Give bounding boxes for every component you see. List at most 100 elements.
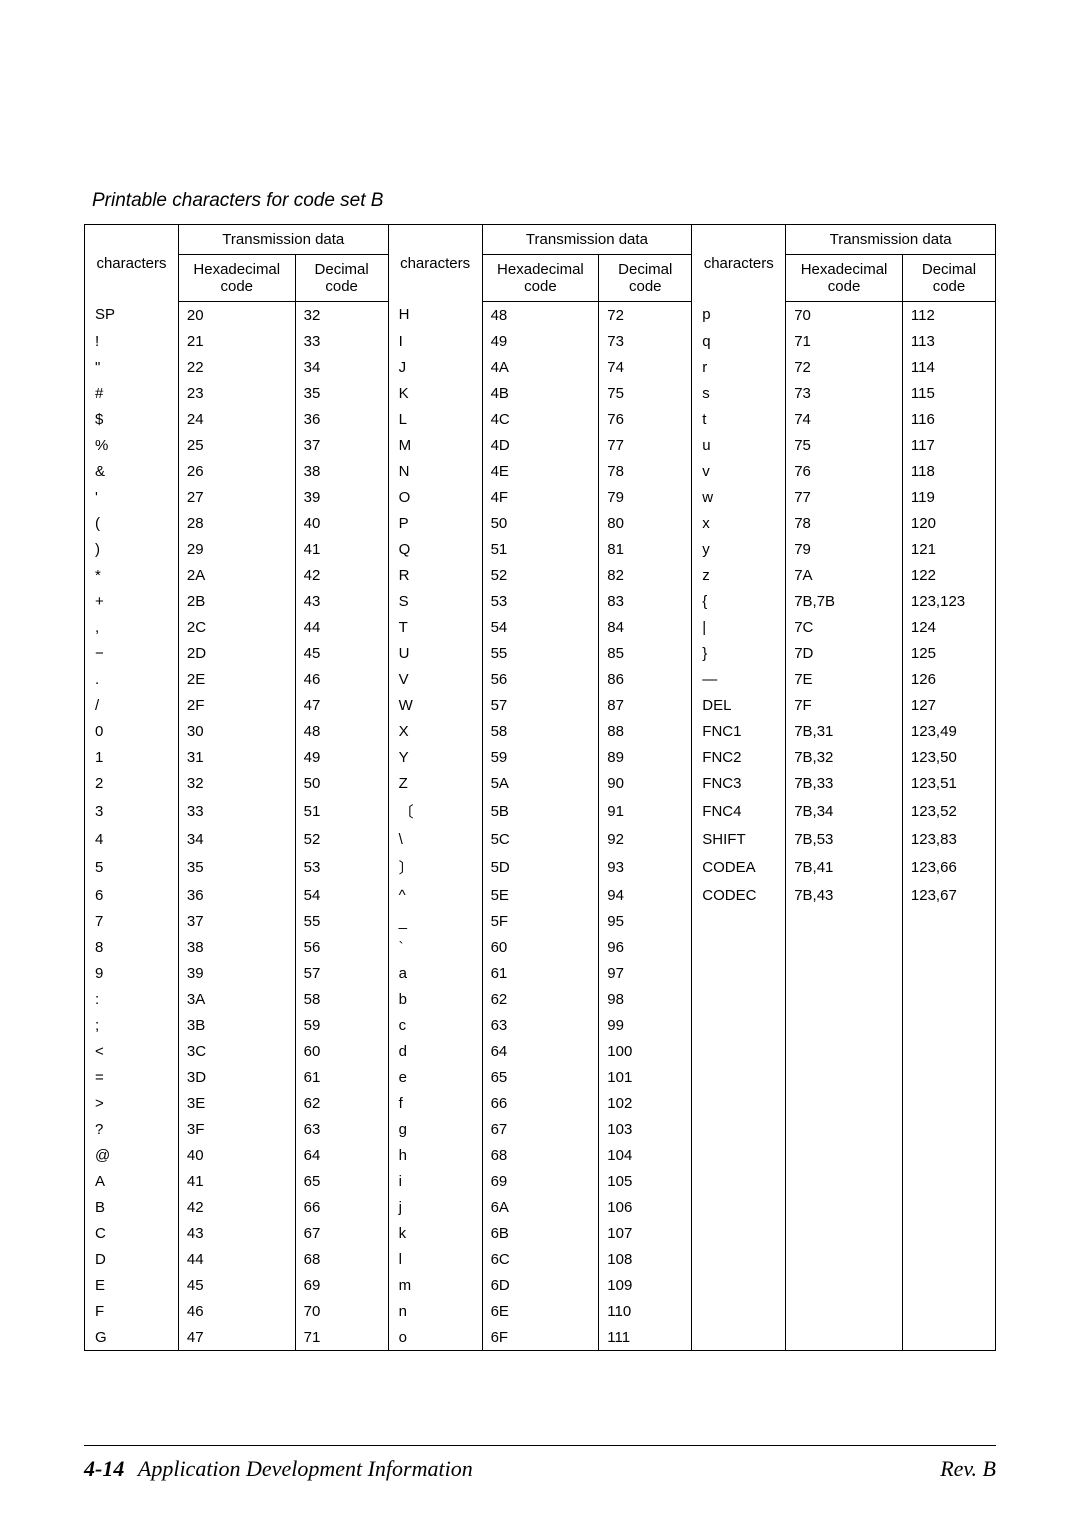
cell: x [692, 510, 786, 536]
cell: S [388, 588, 482, 614]
cell: 48 [295, 718, 388, 744]
table-row: <3C60d64100 [85, 1038, 996, 1064]
cell: 67 [295, 1220, 388, 1246]
cell: 62 [295, 1090, 388, 1116]
cell: 66 [482, 1090, 599, 1116]
cell: t [692, 406, 786, 432]
cell: 4A [482, 354, 599, 380]
cell: 74 [786, 406, 903, 432]
cell: a [388, 960, 482, 986]
cell: \ [388, 826, 482, 852]
cell: 42 [295, 562, 388, 588]
cell: n [388, 1298, 482, 1324]
cell: ` [388, 934, 482, 960]
cell: < [85, 1038, 179, 1064]
cell [786, 908, 903, 934]
cell: 95 [599, 908, 692, 934]
cell [692, 1090, 786, 1116]
cell [692, 1038, 786, 1064]
table-row: &2638N4E78v76118 [85, 458, 996, 484]
cell: 80 [599, 510, 692, 536]
cell: 7D [786, 640, 903, 666]
cell: 22 [178, 354, 295, 380]
cell: 2E [178, 666, 295, 692]
cell: 71 [786, 328, 903, 354]
cell: i [388, 1168, 482, 1194]
cell: 58 [482, 718, 599, 744]
col-transmission-data: Transmission data [786, 225, 996, 255]
revision: Rev. B [940, 1456, 996, 1482]
cell [902, 908, 995, 934]
col-dec: Decimal code [295, 255, 388, 302]
cell: 78 [786, 510, 903, 536]
cell: % [85, 432, 179, 458]
cell: l [388, 1246, 482, 1272]
table-row: 53553〕5D93CODEA7B,41123,66 [85, 852, 996, 882]
cell: 123,52 [902, 796, 995, 826]
cell: 82 [599, 562, 692, 588]
cell: s [692, 380, 786, 406]
cell: 33 [178, 796, 295, 826]
table-row: 23250Z5A90FNC37B,33123,51 [85, 770, 996, 796]
table-row: %2537M4D77u75117 [85, 432, 996, 458]
cell [902, 960, 995, 986]
doc-title: Application Development Information [138, 1456, 473, 1481]
cell [902, 1272, 995, 1298]
cell: { [692, 588, 786, 614]
cell: 71 [295, 1324, 388, 1351]
cell [902, 1324, 995, 1351]
cell: 〔 [388, 796, 482, 826]
cell: 3F [178, 1116, 295, 1142]
cell: = [85, 1064, 179, 1090]
cell: b [388, 986, 482, 1012]
cell: 21 [178, 328, 295, 354]
cell: 2D [178, 640, 295, 666]
table-row: .2E46V5686—7E126 [85, 666, 996, 692]
cell: 92 [599, 826, 692, 852]
cell: 68 [295, 1246, 388, 1272]
cell: 51 [482, 536, 599, 562]
cell [692, 1220, 786, 1246]
cell: 81 [599, 536, 692, 562]
cell: 78 [599, 458, 692, 484]
cell [786, 1194, 903, 1220]
cell: 54 [295, 882, 388, 908]
cell: 60 [482, 934, 599, 960]
cell: N [388, 458, 482, 484]
cell: 5B [482, 796, 599, 826]
table-row: 33351〔5B91FNC47B,34123,52 [85, 796, 996, 826]
page-footer: 4-14 Application Development Information… [84, 1445, 996, 1482]
cell: 59 [482, 744, 599, 770]
cell: 25 [178, 432, 295, 458]
cell: ) [85, 536, 179, 562]
table-row: :3A58b6298 [85, 986, 996, 1012]
cell: FNC3 [692, 770, 786, 796]
col-characters: characters [692, 225, 786, 302]
cell: 101 [599, 1064, 692, 1090]
cell [786, 1090, 903, 1116]
cell: 87 [599, 692, 692, 718]
cell: 7C [786, 614, 903, 640]
cell: 123,50 [902, 744, 995, 770]
table-row: D4468l6C108 [85, 1246, 996, 1272]
cell: P [388, 510, 482, 536]
cell [692, 1012, 786, 1038]
cell: 74 [599, 354, 692, 380]
cell: e [388, 1064, 482, 1090]
cell: 36 [295, 406, 388, 432]
cell [786, 1246, 903, 1272]
cell: 61 [295, 1064, 388, 1090]
code-table: characters Transmission data characters … [84, 224, 996, 1351]
cell: 41 [295, 536, 388, 562]
cell: 72 [786, 354, 903, 380]
cell: W [388, 692, 482, 718]
cell: 39 [295, 484, 388, 510]
cell: 35 [178, 852, 295, 882]
cell: 56 [482, 666, 599, 692]
cell: 2B [178, 588, 295, 614]
cell: 100 [599, 1038, 692, 1064]
cell: & [85, 458, 179, 484]
cell [786, 960, 903, 986]
cell: 104 [599, 1142, 692, 1168]
cell: _ [388, 908, 482, 934]
